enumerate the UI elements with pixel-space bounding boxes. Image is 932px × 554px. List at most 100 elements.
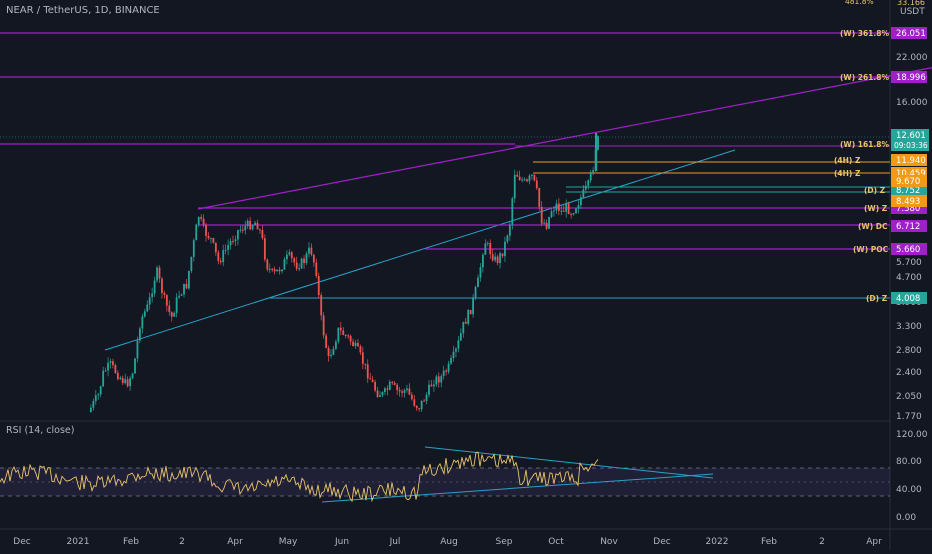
candle-body <box>320 295 323 316</box>
x-tick-label: Dec <box>653 537 670 547</box>
candle-body <box>437 376 440 383</box>
level-price-tag-text: 6.712 <box>896 222 920 232</box>
candle-body <box>352 341 354 347</box>
candle-body <box>418 408 421 410</box>
y-tick-label: 1.770 <box>896 412 922 422</box>
candle-body <box>332 348 335 355</box>
candle-body <box>557 203 560 211</box>
candle-body <box>467 310 470 324</box>
candle-body <box>386 388 389 390</box>
y-tick-label: 4.700 <box>896 273 922 283</box>
level-label: (D) Z <box>866 294 888 303</box>
candle-body <box>119 377 122 380</box>
candle-body <box>99 386 102 395</box>
candle-body <box>315 262 318 277</box>
candles <box>90 133 599 413</box>
candle-body <box>344 334 347 336</box>
candle-body <box>540 206 543 224</box>
candle-body <box>170 312 173 317</box>
candle-body <box>129 378 131 387</box>
candle-body <box>499 253 501 263</box>
candle-body <box>195 224 198 241</box>
orange-price-tag-text: 8.493 <box>896 197 920 207</box>
level-price-tag-text: 8.752 <box>896 186 920 196</box>
level-label: (W) 161.8% <box>840 140 889 149</box>
candle-body <box>575 208 577 214</box>
candle-body <box>271 268 274 270</box>
candle-body <box>445 370 448 372</box>
level-label: (W) DC <box>858 222 888 231</box>
candle-body <box>109 361 112 363</box>
candle-body <box>457 340 460 349</box>
candle-body <box>403 390 406 393</box>
y-tick-label: 2.400 <box>896 368 922 378</box>
orange-price-tag <box>891 195 927 207</box>
candle-body <box>361 352 364 364</box>
candle-body <box>107 362 109 371</box>
candle-body <box>491 254 494 261</box>
candle-body <box>531 174 533 176</box>
candle-body <box>489 242 492 255</box>
candle-body <box>513 174 516 199</box>
candle-body <box>237 230 239 240</box>
candle-body <box>266 259 269 270</box>
candle-body <box>165 294 168 306</box>
candle-body <box>567 203 570 215</box>
candle-body <box>469 310 472 315</box>
last-price-tag <box>891 129 929 151</box>
candle-body <box>577 205 580 209</box>
candle-body <box>543 222 546 224</box>
candle-body <box>112 361 114 366</box>
candle-body <box>408 388 411 395</box>
candle-body <box>587 180 590 186</box>
candle-body <box>339 327 342 331</box>
candle-body <box>239 229 242 231</box>
candle-body <box>354 342 357 347</box>
candle-body <box>158 267 161 279</box>
candle-body <box>535 180 538 189</box>
candle-body <box>562 210 565 212</box>
x-tick-label: Nov <box>600 537 618 547</box>
candle-body <box>308 247 310 254</box>
level-price-tag <box>891 220 927 232</box>
candle-body <box>205 224 207 236</box>
candle-body <box>173 312 176 317</box>
candle-body <box>396 384 399 390</box>
support-trendline <box>104 149 736 351</box>
candle-body <box>479 267 482 278</box>
candle-body <box>327 347 330 357</box>
candle-body <box>143 311 146 317</box>
candle-body <box>312 254 315 263</box>
candle-body <box>283 259 286 270</box>
candle-body <box>459 333 462 341</box>
candle-body <box>121 377 124 384</box>
candle-body <box>330 354 332 357</box>
candle-body <box>565 203 568 212</box>
candle-body <box>506 235 509 242</box>
candle-body <box>254 222 256 226</box>
candle-body <box>472 297 474 315</box>
candle-body <box>376 390 379 397</box>
candle-body <box>161 278 163 293</box>
candle-body <box>249 220 252 230</box>
candle-body <box>256 222 259 230</box>
candle-body <box>202 218 205 225</box>
candle-body <box>589 172 592 181</box>
candle-body <box>406 388 408 391</box>
y-tick-label: 2.050 <box>896 392 922 402</box>
candle-body <box>595 133 598 171</box>
candle-body <box>244 226 247 231</box>
candle-body <box>276 269 278 272</box>
candle-body <box>263 238 266 260</box>
candle-body <box>474 287 477 298</box>
candle-body <box>413 399 416 406</box>
x-tick-label: 2 <box>179 537 185 547</box>
orange-price-tag-text: 9.670 <box>896 177 920 187</box>
candle-body <box>200 216 203 219</box>
candle-body <box>523 179 526 181</box>
candle-body <box>366 364 369 379</box>
price-tags: 26.051 18.996 11.940 10.459 8.752 7.580 6.712 5… <box>891 27 929 304</box>
